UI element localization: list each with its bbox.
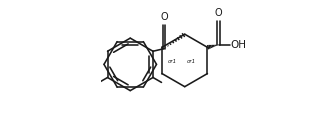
Text: OH: OH <box>230 40 246 50</box>
Text: or1: or1 <box>168 59 177 64</box>
Text: O: O <box>160 12 168 22</box>
Text: O: O <box>215 8 222 18</box>
Text: or1: or1 <box>187 59 196 64</box>
